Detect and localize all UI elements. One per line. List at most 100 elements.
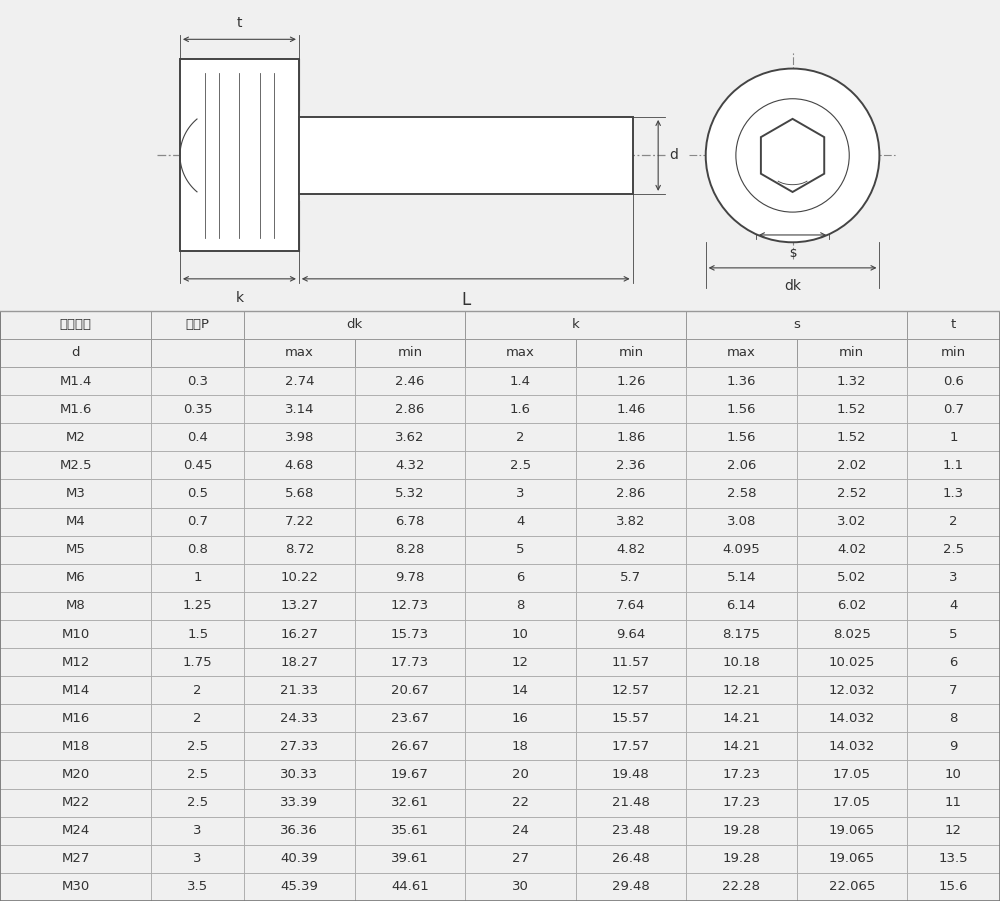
- Text: 8: 8: [949, 712, 958, 724]
- Text: 3.08: 3.08: [727, 515, 756, 528]
- Text: 0.8: 0.8: [187, 543, 208, 556]
- Text: 11.57: 11.57: [612, 656, 650, 669]
- Text: 4.68: 4.68: [285, 459, 314, 472]
- Text: k: k: [572, 318, 579, 332]
- Text: 19.48: 19.48: [612, 768, 650, 781]
- Text: 22.28: 22.28: [722, 880, 760, 894]
- Text: 2.06: 2.06: [727, 459, 756, 472]
- Text: 1.75: 1.75: [183, 656, 212, 669]
- Text: M27: M27: [61, 852, 90, 865]
- Text: 23.48: 23.48: [612, 824, 650, 837]
- Text: 0.45: 0.45: [183, 459, 212, 472]
- Text: 3.5: 3.5: [187, 880, 208, 894]
- Text: 30: 30: [512, 880, 529, 894]
- Text: 4: 4: [949, 599, 958, 613]
- Text: 40.39: 40.39: [281, 852, 318, 865]
- Text: 1.6: 1.6: [510, 403, 531, 415]
- Text: 24: 24: [512, 824, 529, 837]
- Text: min: min: [618, 347, 643, 359]
- Text: M12: M12: [61, 656, 90, 669]
- Text: M2: M2: [66, 431, 86, 444]
- Text: max: max: [285, 347, 314, 359]
- Text: 1.46: 1.46: [616, 403, 646, 415]
- Text: 1: 1: [193, 571, 202, 585]
- Text: 10.18: 10.18: [722, 656, 760, 669]
- Text: max: max: [506, 347, 535, 359]
- Text: 11: 11: [945, 796, 962, 809]
- Text: 0.7: 0.7: [943, 403, 964, 415]
- Text: 8.28: 8.28: [395, 543, 425, 556]
- Text: 9: 9: [949, 740, 958, 753]
- Text: 1.56: 1.56: [727, 431, 756, 444]
- Text: max: max: [727, 347, 756, 359]
- Text: 26.67: 26.67: [391, 740, 429, 753]
- Text: M14: M14: [61, 684, 90, 696]
- Text: 12.73: 12.73: [391, 599, 429, 613]
- Text: 2.36: 2.36: [616, 459, 646, 472]
- Text: M8: M8: [66, 599, 85, 613]
- Text: 1.52: 1.52: [837, 403, 867, 415]
- Text: 3.14: 3.14: [285, 403, 314, 415]
- Text: 1.4: 1.4: [510, 375, 531, 387]
- Text: 10: 10: [945, 768, 962, 781]
- Text: M1.6: M1.6: [59, 403, 92, 415]
- Text: 13.27: 13.27: [280, 599, 318, 613]
- Text: 1.3: 1.3: [943, 487, 964, 500]
- Circle shape: [736, 99, 849, 212]
- Text: 5.02: 5.02: [837, 571, 866, 585]
- Text: min: min: [839, 347, 864, 359]
- Text: 12.21: 12.21: [722, 684, 760, 696]
- Text: 1.86: 1.86: [616, 431, 646, 444]
- Text: M16: M16: [61, 712, 90, 724]
- Text: 19.28: 19.28: [722, 824, 760, 837]
- Text: 2: 2: [193, 712, 202, 724]
- Text: 14.032: 14.032: [829, 740, 875, 753]
- Text: t: t: [951, 318, 956, 332]
- Text: t: t: [237, 16, 242, 30]
- Text: 1.52: 1.52: [837, 431, 867, 444]
- Text: 10: 10: [512, 627, 529, 641]
- Text: 35.61: 35.61: [391, 824, 429, 837]
- Text: 15.57: 15.57: [612, 712, 650, 724]
- Text: 公称直径: 公称直径: [60, 318, 92, 332]
- Text: min: min: [397, 347, 422, 359]
- Text: 8: 8: [516, 599, 525, 613]
- Text: dk: dk: [784, 278, 801, 293]
- Text: M6: M6: [66, 571, 85, 585]
- Text: 7.22: 7.22: [285, 515, 314, 528]
- Text: 2.74: 2.74: [285, 375, 314, 387]
- Text: M1.4: M1.4: [59, 375, 92, 387]
- Text: M3: M3: [66, 487, 86, 500]
- Text: 13.5: 13.5: [939, 852, 968, 865]
- Text: d: d: [71, 347, 80, 359]
- Text: 4.82: 4.82: [616, 543, 646, 556]
- Text: 6: 6: [516, 571, 525, 585]
- Text: 10.025: 10.025: [829, 656, 875, 669]
- Text: 33.39: 33.39: [280, 796, 318, 809]
- Text: 0.3: 0.3: [187, 375, 208, 387]
- Text: 4.32: 4.32: [395, 459, 425, 472]
- Text: L: L: [461, 291, 470, 309]
- Text: 1.32: 1.32: [837, 375, 867, 387]
- Text: M5: M5: [66, 543, 86, 556]
- Text: 14: 14: [512, 684, 529, 696]
- Text: 19.065: 19.065: [829, 824, 875, 837]
- Text: d: d: [669, 149, 678, 162]
- Text: 3: 3: [516, 487, 525, 500]
- Text: 21.48: 21.48: [612, 796, 650, 809]
- Text: 12.57: 12.57: [612, 684, 650, 696]
- Text: M22: M22: [61, 796, 90, 809]
- Text: 32.61: 32.61: [391, 796, 429, 809]
- Text: 1: 1: [949, 431, 958, 444]
- Text: 2.52: 2.52: [837, 487, 867, 500]
- Text: 2.86: 2.86: [395, 403, 425, 415]
- Text: 17.23: 17.23: [722, 796, 760, 809]
- Text: 3.02: 3.02: [837, 515, 866, 528]
- Text: 0.7: 0.7: [187, 515, 208, 528]
- Text: 22.065: 22.065: [829, 880, 875, 894]
- Text: 20: 20: [512, 768, 529, 781]
- Text: 1.56: 1.56: [727, 403, 756, 415]
- Text: 16.27: 16.27: [280, 627, 318, 641]
- Text: 0.35: 0.35: [183, 403, 212, 415]
- Bar: [180, 59, 299, 251]
